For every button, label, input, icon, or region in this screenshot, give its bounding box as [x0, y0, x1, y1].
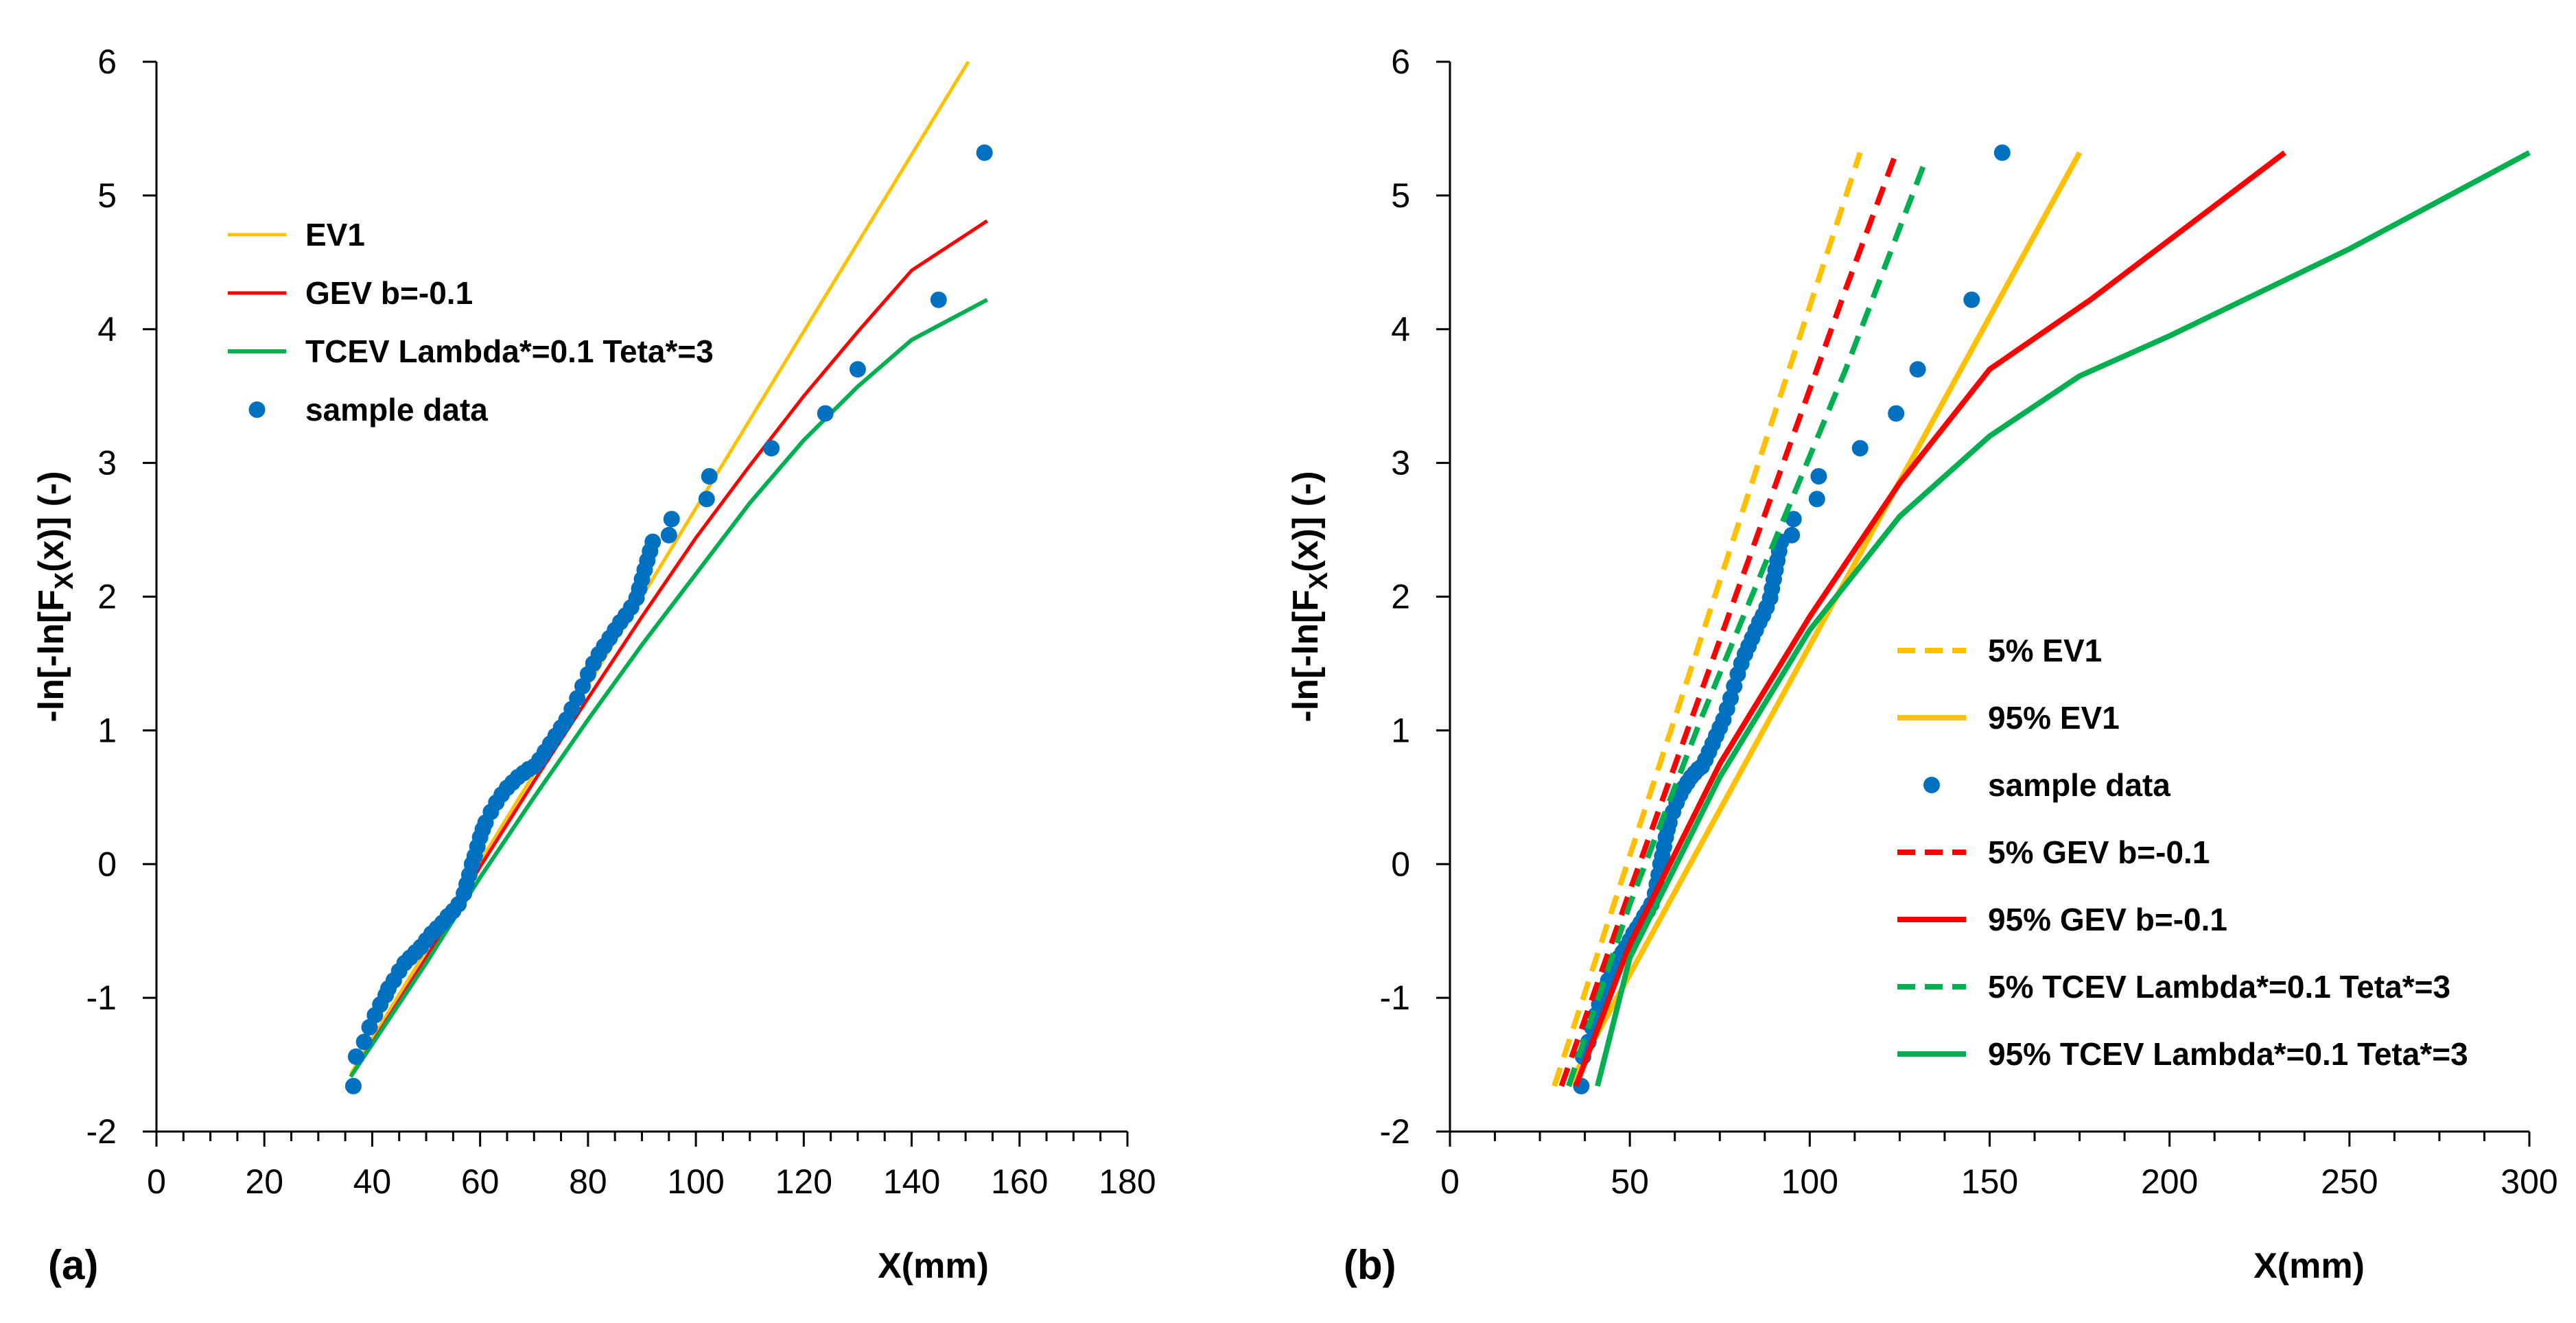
y-axis-title: -ln[-ln[FX(x)] (-)	[1286, 471, 1333, 722]
x-tick-label: 200	[2141, 1162, 2198, 1201]
x-tick-label: 0	[147, 1162, 166, 1201]
legend-label: 5% EV1	[1988, 633, 2102, 668]
y-tick-label: 4	[1391, 310, 1410, 349]
data-point	[976, 144, 993, 161]
x-tick-label: 300	[2501, 1162, 2557, 1201]
y-axis-title: -ln[-ln[FX(x)] (-)	[32, 471, 79, 722]
series-line-5-tcev-lambda-0-1-teta-3	[1566, 161, 1928, 1087]
data-point	[701, 468, 718, 485]
series-line-95-ev1	[1566, 151, 2083, 1088]
legend: 5% EV1 95% EV1 sample data 5% GEV b=-0.1 95%…	[1897, 633, 2468, 1072]
legend-label: 5% TCEV Lambda*=0.1 Teta*=3	[1988, 969, 2450, 1005]
legend-label: sample data	[305, 392, 488, 428]
x-tick-label: 50	[1611, 1162, 1649, 1201]
x-tick-label: 60	[461, 1162, 500, 1201]
y-axis-title-part: (x)] (-)	[1286, 471, 1326, 572]
legend-label: GEV b=-0.1	[305, 275, 473, 311]
legend-swatch-sample-data	[248, 401, 266, 418]
y-tick-label: 3	[1391, 444, 1410, 482]
x-tick-label: 80	[569, 1162, 607, 1201]
legend-label: 95% TCEV Lambda*=0.1 Teta*=3	[1988, 1036, 2468, 1072]
data-point	[1963, 291, 1980, 308]
y-tick-label: -2	[86, 1112, 117, 1151]
legend-label: 5% GEV b=-0.1	[1988, 834, 2210, 870]
x-tick-label: 150	[1961, 1162, 2018, 1201]
chart-panel-b: -2 -1 0 1 2 3 4 5 6 0 50 100 150 200 250 300 X(mm) -ln[-l…	[1286, 43, 2558, 1288]
data-point	[817, 405, 834, 422]
y-tick-label: 3	[97, 444, 117, 482]
panel-label: (b)	[1344, 1242, 1396, 1288]
data-point	[344, 1077, 362, 1094]
y-tick-label: -2	[1380, 1112, 1410, 1151]
x-tick-label: 20	[245, 1162, 283, 1201]
y-axis-title-subscript: X	[50, 572, 79, 589]
y-tick-label: 4	[97, 310, 117, 349]
x-tick-label: 120	[775, 1162, 832, 1201]
x-tick-label: 100	[1781, 1162, 1838, 1201]
legend-label: 95% EV1	[1988, 700, 2120, 736]
y-axis-title-part: -ln[-ln[F	[1286, 589, 1326, 722]
data-point	[763, 440, 780, 457]
x-axis-title: X(mm)	[2253, 1246, 2365, 1286]
x-tick-label: 180	[1099, 1162, 1156, 1201]
legend-label: EV1	[305, 217, 365, 253]
data-point	[698, 491, 715, 508]
x-tick-label: 40	[353, 1162, 392, 1201]
data-point	[1888, 405, 1905, 422]
y-tick-label: 6	[97, 43, 117, 81]
data-point	[1810, 468, 1827, 485]
legend-label: 95% GEV b=-0.1	[1988, 902, 2227, 937]
series-line-95-gev-b-0-1	[1573, 150, 2286, 1088]
data-point	[1808, 491, 1825, 508]
y-tick-label: 5	[1391, 176, 1410, 215]
x-tick-label: 160	[991, 1162, 1048, 1201]
data-point	[663, 511, 680, 528]
data-point	[1785, 511, 1802, 528]
y-tick-label: 0	[97, 845, 117, 883]
data-point	[1909, 361, 1926, 378]
y-tick-label: 0	[1391, 845, 1410, 883]
legend-label: sample data	[1988, 767, 2170, 803]
plot-area	[344, 60, 993, 1094]
y-axis-title-subscript: X	[1304, 572, 1333, 589]
y-tick-label: -1	[86, 979, 117, 1017]
series-line-95-tcev-lambda-0-1-teta-3	[1595, 150, 2531, 1087]
y-tick-label: 5	[97, 176, 117, 215]
data-point	[1993, 144, 2011, 161]
data-point	[930, 291, 947, 308]
panel-label: (a)	[48, 1242, 98, 1288]
x-axis-title: X(mm)	[878, 1246, 989, 1286]
data-point	[644, 533, 661, 550]
y-tick-label: 1	[97, 711, 117, 749]
data-point	[1851, 440, 1869, 457]
y-tick-label: 1	[1391, 711, 1410, 749]
x-tick-label: 100	[667, 1162, 724, 1201]
legend-swatch-sample-data	[1923, 777, 1940, 793]
y-tick-label: -1	[1380, 979, 1410, 1017]
y-tick-label: 6	[1391, 43, 1410, 81]
series-line-5-ev1	[1552, 152, 1863, 1087]
y-axis-title-part: (x)] (-)	[32, 471, 71, 572]
data-point	[355, 1033, 373, 1051]
x-tick-label: 140	[883, 1162, 940, 1201]
data-point	[1783, 526, 1801, 543]
legend-label: TCEV Lambda*=0.1 Teta*=3	[305, 333, 714, 369]
series-line-5-gev-b-0-1	[1558, 152, 1899, 1088]
plot-area	[1552, 144, 2531, 1094]
data-point	[347, 1048, 364, 1065]
y-tick-label: 2	[97, 578, 117, 616]
x-tick-label: 0	[1440, 1162, 1460, 1201]
data-point	[660, 526, 677, 543]
y-tick-label: 2	[1391, 578, 1410, 616]
data-point	[849, 361, 866, 378]
x-tick-label: 250	[2321, 1162, 2378, 1201]
legend: EV1 GEV b=-0.1 TCEV Lambda*=0.1 Teta*=3 sam…	[228, 217, 714, 428]
y-axis-title-part: -ln[-ln[F	[32, 589, 71, 722]
